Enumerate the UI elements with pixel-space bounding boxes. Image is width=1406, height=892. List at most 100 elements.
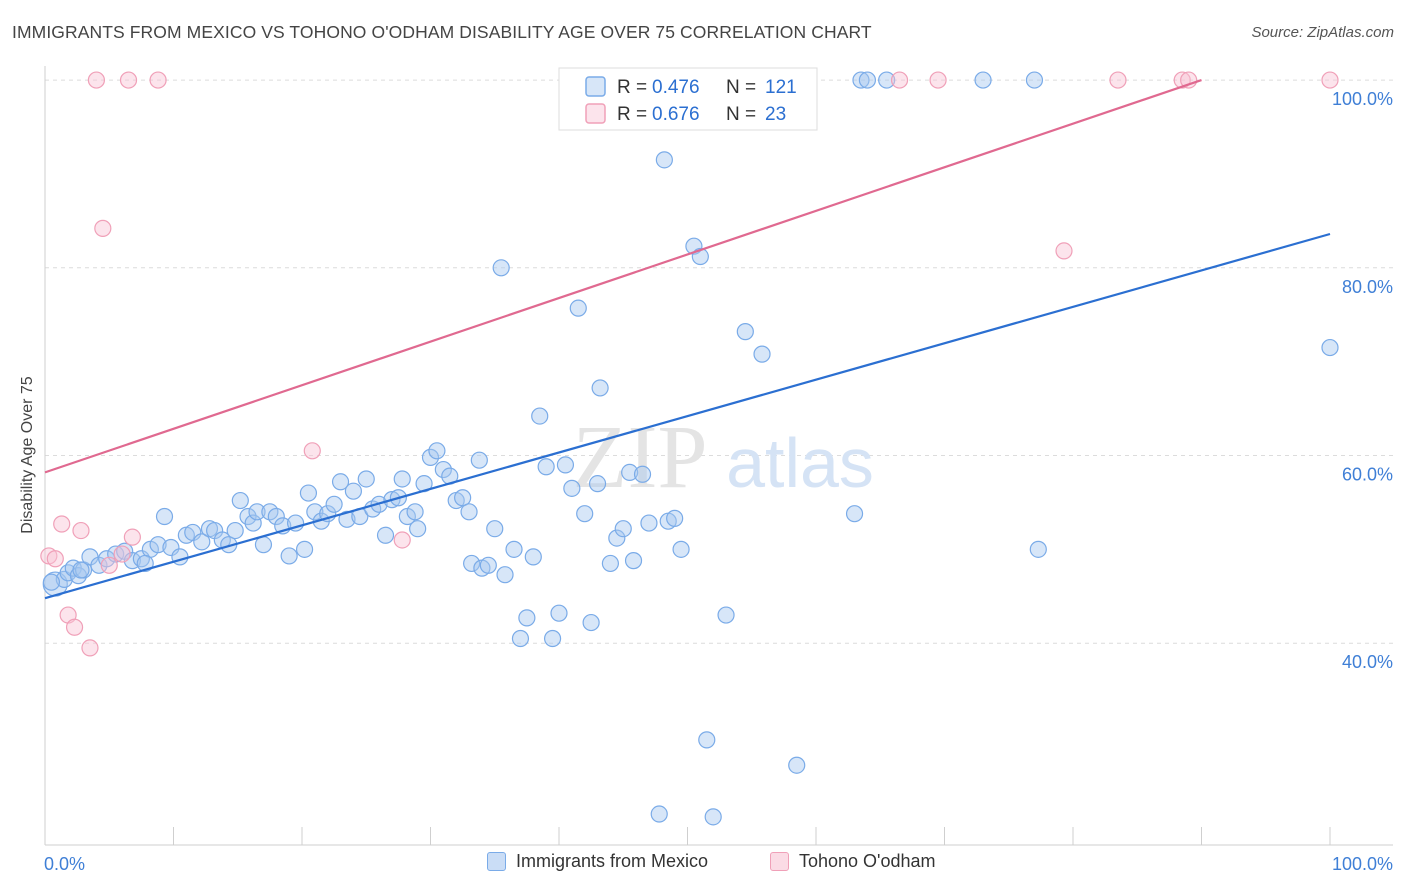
point-mexico-54 bbox=[406, 503, 424, 521]
point-mexico-37 bbox=[299, 484, 318, 502]
point-mexico-58 bbox=[428, 442, 446, 460]
point-mexico-26 bbox=[231, 491, 249, 510]
point-tohono-18 bbox=[1055, 242, 1073, 260]
point-tohono-13 bbox=[149, 71, 167, 89]
point-mexico-16 bbox=[162, 538, 180, 557]
point-mexico-120 bbox=[136, 554, 154, 573]
point-mexico-49 bbox=[376, 526, 395, 544]
point-mexico-114 bbox=[974, 71, 992, 89]
point-mexico-116 bbox=[1029, 540, 1047, 558]
point-mexico-64 bbox=[463, 554, 481, 573]
point-mexico-86 bbox=[601, 554, 620, 573]
point-mexico-103 bbox=[717, 606, 735, 624]
point-mexico-82 bbox=[576, 505, 594, 523]
legend-n-label-1: N = bbox=[726, 104, 756, 125]
legend-n-label-0: N = bbox=[726, 77, 756, 98]
point-mexico-70 bbox=[496, 566, 514, 584]
point-tohono-8 bbox=[94, 219, 112, 237]
point-mexico-94 bbox=[655, 151, 673, 169]
point-mexico-62 bbox=[454, 489, 472, 507]
point-mexico-65 bbox=[470, 451, 488, 469]
axes bbox=[44, 66, 1393, 846]
legend-stats: R = 0.476 N = 121 R = 0.676 N = 23 bbox=[558, 67, 818, 131]
point-mexico-80 bbox=[563, 479, 581, 497]
point-tohono-14 bbox=[303, 442, 321, 460]
legend-item-tohono: Tohono O'odham bbox=[770, 851, 936, 872]
legend-stat-swatch-0 bbox=[585, 76, 606, 97]
point-mexico-19 bbox=[184, 523, 202, 542]
watermark-zip: ZIP bbox=[573, 408, 708, 507]
point-mexico-63 bbox=[460, 503, 478, 521]
point-tohono-15 bbox=[393, 531, 411, 549]
chart-title: IMMIGRANTS FROM MEXICO VS TOHONO O'ODHAM… bbox=[12, 22, 872, 42]
tick-labels: 40.0% 60.0% 80.0% 100.0% 0.0% 100.0% bbox=[44, 89, 1393, 874]
point-tohono-20 bbox=[1173, 71, 1191, 89]
point-mexico-41 bbox=[325, 495, 343, 513]
point-mexico-59 bbox=[434, 460, 452, 479]
point-mexico-81 bbox=[569, 299, 587, 317]
point-mexico-15 bbox=[155, 507, 174, 526]
point-mexico-78 bbox=[550, 604, 568, 622]
trend-lines bbox=[44, 79, 1331, 600]
legend-r-value-0: 0.476 bbox=[652, 77, 700, 98]
point-tohono-19 bbox=[1109, 71, 1127, 89]
point-tohono-9 bbox=[100, 556, 118, 574]
point-mexico-117 bbox=[1321, 338, 1339, 357]
source-label: Source: ZipAtlas.com bbox=[1251, 24, 1394, 41]
point-mexico-75 bbox=[531, 407, 549, 425]
point-tohono-11 bbox=[119, 71, 138, 89]
point-mexico-46 bbox=[357, 470, 375, 488]
legend-stat-swatch-1 bbox=[585, 103, 606, 124]
point-mexico-20 bbox=[193, 533, 211, 551]
x-tick-label-0: 0.0% bbox=[44, 854, 85, 874]
point-mexico-36 bbox=[295, 540, 314, 558]
point-mexico-32 bbox=[267, 507, 285, 526]
legend-bottom: Immigrants from Mexico Tohono O'odham bbox=[0, 851, 1406, 877]
point-mexico-30 bbox=[254, 536, 273, 554]
point-tohono-10 bbox=[113, 545, 131, 563]
point-mexico-34 bbox=[280, 547, 298, 565]
point-mexico-76 bbox=[537, 458, 555, 476]
legend-box bbox=[558, 67, 818, 131]
point-mexico-79 bbox=[556, 456, 575, 474]
watermark: ZIP atlas bbox=[573, 408, 874, 507]
y-tick-label-0: 40.0% bbox=[1342, 652, 1393, 672]
point-mexico-84 bbox=[588, 475, 607, 493]
point-mexico-96 bbox=[666, 509, 684, 527]
legend-r-value-1: 0.676 bbox=[652, 104, 700, 125]
point-mexico-106 bbox=[753, 345, 771, 363]
legend-n-value-0: 121 bbox=[765, 77, 797, 98]
point-mexico-67 bbox=[479, 556, 497, 574]
point-tohono-17 bbox=[929, 71, 947, 89]
point-tohono-7 bbox=[87, 71, 106, 89]
point-mexico-69 bbox=[492, 259, 510, 277]
point-mexico-118 bbox=[42, 573, 61, 591]
point-mexico-28 bbox=[244, 514, 262, 532]
point-mexico-92 bbox=[640, 514, 658, 532]
point-mexico-68 bbox=[486, 520, 504, 538]
legend-label-mexico: Immigrants from Mexico bbox=[516, 851, 709, 871]
legend-item-mexico: Immigrants from Mexico bbox=[487, 851, 708, 872]
point-mexico-101 bbox=[698, 731, 716, 749]
point-mexico-85 bbox=[591, 379, 609, 397]
point-mexico-87 bbox=[608, 529, 626, 547]
point-mexico-71 bbox=[505, 540, 523, 558]
y-tick-label-2: 80.0% bbox=[1342, 277, 1393, 297]
point-tohono-6 bbox=[81, 639, 99, 657]
point-tohono-12 bbox=[123, 528, 141, 546]
point-mexico-112 bbox=[858, 71, 877, 89]
point-mexico-72 bbox=[511, 629, 530, 648]
data-points bbox=[40, 71, 1339, 826]
point-mexico-42 bbox=[331, 473, 350, 491]
y-tick-label-1: 60.0% bbox=[1342, 465, 1393, 485]
legend-r-label-1: R = bbox=[617, 104, 647, 125]
point-mexico-38 bbox=[306, 503, 324, 521]
point-mexico-93 bbox=[650, 805, 668, 823]
watermark-atlas: atlas bbox=[726, 424, 874, 502]
x-tick-label-1: 100.0% bbox=[1332, 854, 1393, 874]
point-mexico-77 bbox=[543, 629, 562, 648]
grid-lines bbox=[45, 79, 1393, 644]
point-mexico-83 bbox=[582, 613, 600, 632]
point-mexico-43 bbox=[338, 510, 356, 528]
